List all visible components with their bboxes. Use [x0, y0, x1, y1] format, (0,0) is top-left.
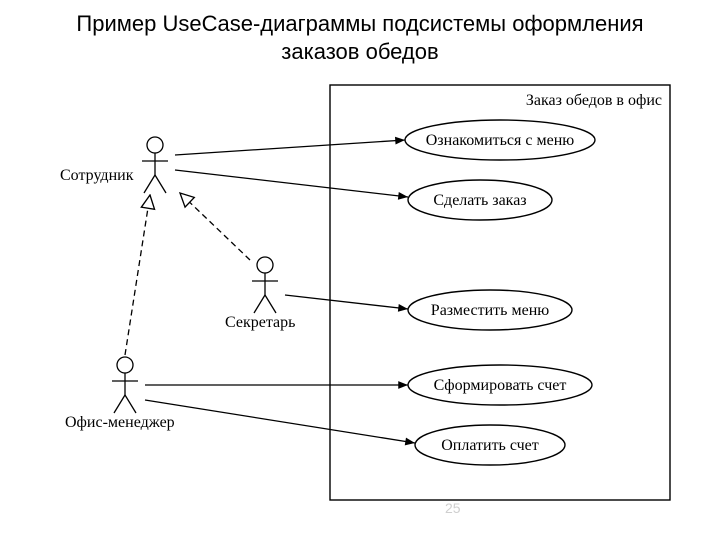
association-employee-order [175, 170, 408, 197]
actor-manager: Офис-менеджер [65, 357, 175, 431]
generalization-secretary-employee [180, 193, 250, 260]
title-line-2: заказов обедов [281, 39, 438, 64]
association-employee-menu [175, 140, 405, 155]
diagram-canvas: Заказ обедов в офис Сотрудник Секретарь Офи… [40, 75, 680, 515]
usecase-label-menu: Ознакомиться с меню [426, 132, 575, 149]
page-number: 25 [445, 500, 461, 516]
slide-title: Пример UseCase-диаграммы подсистемы офор… [0, 10, 720, 65]
association-secretary-place [285, 295, 408, 309]
system-boundary-label: Заказ обедов в офис [526, 92, 662, 109]
usecase-diagram: Заказ обедов в офис Сотрудник Секретарь Офи… [40, 75, 680, 515]
usecase-label-order: Сделать заказ [433, 192, 526, 209]
association-manager-pay [145, 400, 415, 443]
actor-label-secretary: Секретарь [225, 314, 295, 331]
usecase-label-pay: Оплатить счет [441, 437, 539, 454]
actor-employee: Сотрудник [60, 137, 168, 193]
actor-label-employee: Сотрудник [60, 167, 134, 184]
usecase-label-place: Разместить меню [431, 302, 549, 319]
usecase-label-invoice: Сформировать счет [434, 377, 567, 394]
title-line-1: Пример UseCase-диаграммы подсистемы офор… [76, 11, 643, 36]
actor-label-manager: Офис-менеджер [65, 414, 175, 431]
actor-secretary: Секретарь [225, 257, 295, 331]
generalization-manager-employee [125, 195, 150, 355]
